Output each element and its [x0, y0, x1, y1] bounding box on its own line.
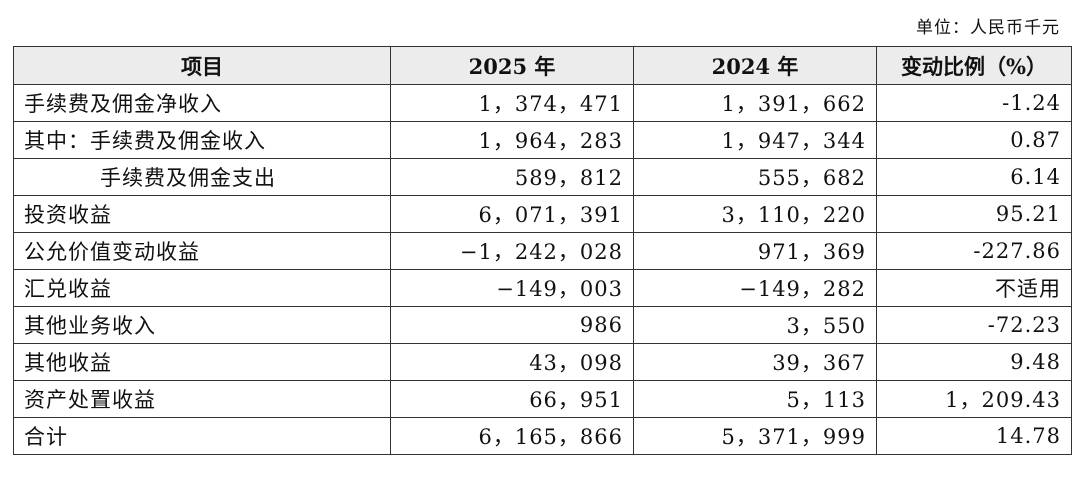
- table-row-total: 合计 6，165，866 5，371，999 14.78: [13, 417, 1072, 455]
- table-row: 公允价值变动收益 −1，242，028 971，369 -227.86: [13, 232, 1072, 270]
- row-label: 投资收益: [13, 195, 391, 233]
- table-header-row: 项目 2025 年 2024 年 变动比例（%）: [13, 46, 1072, 85]
- table-row: 投资收益 6，071，391 3，110，220 95.21: [13, 195, 1072, 233]
- value-2024: 5，113: [633, 380, 877, 418]
- value-2025: 986: [390, 306, 634, 344]
- change-value: 95.21: [876, 195, 1072, 233]
- value-2024: 1，391，662: [633, 84, 877, 122]
- row-label: 公允价值变动收益: [13, 232, 391, 270]
- value-2024: 555，682: [633, 158, 877, 196]
- table-row: 资产处置收益 66，951 5，113 1，209.43: [13, 380, 1072, 418]
- change-value: -1.24: [876, 84, 1072, 122]
- row-label: 手续费及佣金支出: [13, 158, 391, 196]
- value-2025: −149，003: [390, 269, 634, 307]
- change-value: 14.78: [876, 417, 1072, 455]
- table-row: 手续费及佣金净收入 1，374，471 1，391，662 -1.24: [13, 84, 1072, 122]
- change-value: 9.48: [876, 343, 1072, 381]
- table-row: 其他收益 43，098 39，367 9.48: [13, 343, 1072, 381]
- change-value: 0.87: [876, 121, 1072, 159]
- change-value: 不适用: [876, 269, 1072, 307]
- row-label: 汇兑收益: [13, 269, 391, 307]
- income-table: 项目 2025 年 2024 年 变动比例（%） 手续费及佣金净收入 1，374…: [13, 46, 1072, 455]
- row-label: 资产处置收益: [13, 380, 391, 418]
- header-change: 变动比例（%）: [876, 46, 1072, 85]
- row-label: 其他业务收入: [13, 306, 391, 344]
- header-2024: 2024 年: [633, 46, 877, 85]
- value-2024: 971，369: [633, 232, 877, 270]
- unit-note: 单位：人民币千元: [916, 18, 1060, 38]
- value-2024: 39，367: [633, 343, 877, 381]
- table-row: 其中：手续费及佣金收入 1，964，283 1，947，344 0.87: [13, 121, 1072, 159]
- value-2025: 1，964，283: [390, 121, 634, 159]
- row-label: 手续费及佣金净收入: [13, 84, 391, 122]
- value-2024: −149，282: [633, 269, 877, 307]
- table-row: 汇兑收益 −149，003 −149，282 不适用: [13, 269, 1072, 307]
- change-value: -227.86: [876, 232, 1072, 270]
- value-2025: 66，951: [390, 380, 634, 418]
- value-2024: 1，947，344: [633, 121, 877, 159]
- value-2025: 6，165，866: [390, 417, 634, 455]
- value-2024: 3，550: [633, 306, 877, 344]
- change-value: -72.23: [876, 306, 1072, 344]
- value-2024: 5，371，999: [633, 417, 877, 455]
- row-label: 其他收益: [13, 343, 391, 381]
- row-label: 合计: [13, 417, 391, 455]
- row-label: 其中：手续费及佣金收入: [13, 121, 391, 159]
- table-row: 手续费及佣金支出 589，812 555，682 6.14: [13, 158, 1072, 196]
- value-2025: 589，812: [390, 158, 634, 196]
- header-item: 项目: [13, 46, 391, 85]
- value-2025: −1，242，028: [390, 232, 634, 270]
- change-value: 1，209.43: [876, 380, 1072, 418]
- value-2025: 1，374，471: [390, 84, 634, 122]
- value-2025: 6，071，391: [390, 195, 634, 233]
- value-2024: 3，110，220: [633, 195, 877, 233]
- change-value: 6.14: [876, 158, 1072, 196]
- value-2025: 43，098: [390, 343, 634, 381]
- header-2025: 2025 年: [390, 46, 634, 85]
- table-row: 其他业务收入 986 3，550 -72.23: [13, 306, 1072, 344]
